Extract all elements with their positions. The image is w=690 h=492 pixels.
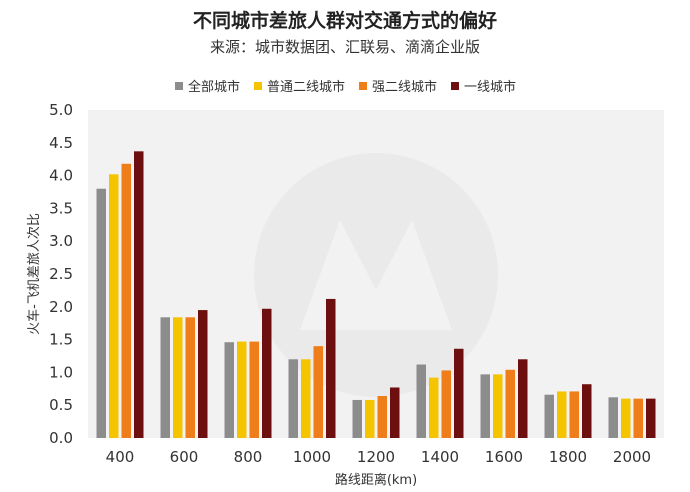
legend-label: 普通二线城市 — [267, 80, 346, 95]
bar-600-series-2 — [185, 317, 195, 438]
y-tick-label: 5.0 — [49, 101, 73, 119]
bar-1400-series-2 — [441, 370, 451, 438]
legend-swatch — [451, 81, 460, 90]
bar-1800-series-0 — [544, 394, 554, 438]
bar-1400-series-0 — [416, 364, 426, 438]
bar-2000-series-3 — [646, 398, 656, 438]
x-tick-label: 2000 — [613, 448, 651, 466]
bar-1200-series-2 — [377, 396, 387, 438]
bar-600-series-3 — [198, 310, 208, 438]
legend-swatch — [359, 81, 368, 90]
bar-2000-series-2 — [633, 398, 643, 438]
legend-swatch — [175, 81, 183, 90]
bar-800-series-0 — [224, 342, 234, 438]
bar-1000-series-3 — [326, 298, 336, 438]
x-tick-label: 1800 — [549, 448, 587, 466]
bar-1800-series-2 — [569, 391, 579, 438]
legend-label: 全部城市 — [188, 80, 241, 95]
bar-1200-series-3 — [390, 387, 400, 438]
x-tick-label: 1600 — [485, 448, 523, 466]
legend-item-regular-tier2: 普通二线城市 — [254, 76, 345, 95]
y-tick-label: 3.0 — [49, 232, 73, 250]
bar-1600-series-0 — [480, 374, 490, 438]
chart-title: 不同城市差旅人群对交通方式的偏好 — [192, 10, 497, 32]
bar-1600-series-2 — [505, 369, 515, 438]
bar-1600-series-3 — [518, 359, 528, 438]
bar-1800-series-3 — [582, 384, 592, 438]
bar-400-series-2 — [121, 163, 131, 439]
y-tick-label: 0.0 — [49, 429, 73, 447]
y-tick-label: 4.5 — [49, 134, 73, 152]
legend-item-tier1: 一线城市 — [451, 76, 516, 95]
x-tick-label: 1400 — [421, 448, 459, 466]
legend-item-all-cities: 全部城市 — [175, 76, 240, 95]
bar-1600-series-1 — [493, 374, 503, 438]
bar-400-series-0 — [96, 188, 106, 438]
bar-800-series-2 — [249, 341, 259, 438]
watermark-logo — [254, 153, 498, 397]
bar-2000-series-1 — [621, 398, 631, 438]
y-axis-title: 火车-飞机差旅人次比 — [26, 213, 42, 335]
bar-1400-series-3 — [454, 348, 464, 438]
x-tick-label: 400 — [106, 448, 135, 466]
bar-600-series-1 — [173, 317, 183, 438]
x-tick-label: 1200 — [357, 448, 395, 466]
bar-1800-series-1 — [557, 391, 567, 438]
chart-subtitle: 来源：城市数据团、汇联易、滴滴企业版 — [209, 38, 480, 56]
bar-600-series-0 — [160, 317, 170, 438]
y-tick-label: 2.0 — [49, 298, 73, 316]
bar-2000-series-0 — [608, 397, 618, 438]
x-tick-label: 800 — [234, 448, 263, 466]
legend-label: 一线城市 — [464, 80, 517, 95]
legend-item-strong-tier2: 强二线城市 — [359, 76, 437, 95]
bar-1000-series-2 — [313, 346, 323, 438]
y-tick-label: 2.5 — [49, 265, 73, 283]
bar-1400-series-1 — [429, 377, 439, 438]
y-tick-label: 1.0 — [49, 363, 73, 381]
bar-1200-series-0 — [352, 399, 362, 438]
legend-swatch — [254, 81, 263, 90]
bar-400-series-1 — [109, 174, 119, 438]
y-tick-label: 4.0 — [49, 167, 73, 185]
x-tick-label: 600 — [170, 448, 199, 466]
bar-800-series-1 — [237, 341, 247, 438]
y-tick-label: 0.5 — [49, 396, 73, 414]
legend-label: 强二线城市 — [372, 80, 438, 95]
legend: 全部城市 普通二线城市 强二线城市 一线城市 — [175, 76, 516, 95]
x-axis-title: 路线距离(km) — [335, 472, 417, 488]
bar-800-series-3 — [262, 308, 272, 438]
x-tick-label: 1000 — [293, 448, 331, 466]
bar-400-series-3 — [134, 151, 144, 438]
bar-1000-series-0 — [288, 359, 298, 438]
bar-1000-series-1 — [301, 359, 311, 438]
y-tick-label: 3.5 — [49, 199, 73, 217]
bar-1200-series-1 — [365, 399, 375, 438]
y-tick-label: 1.5 — [49, 331, 73, 349]
